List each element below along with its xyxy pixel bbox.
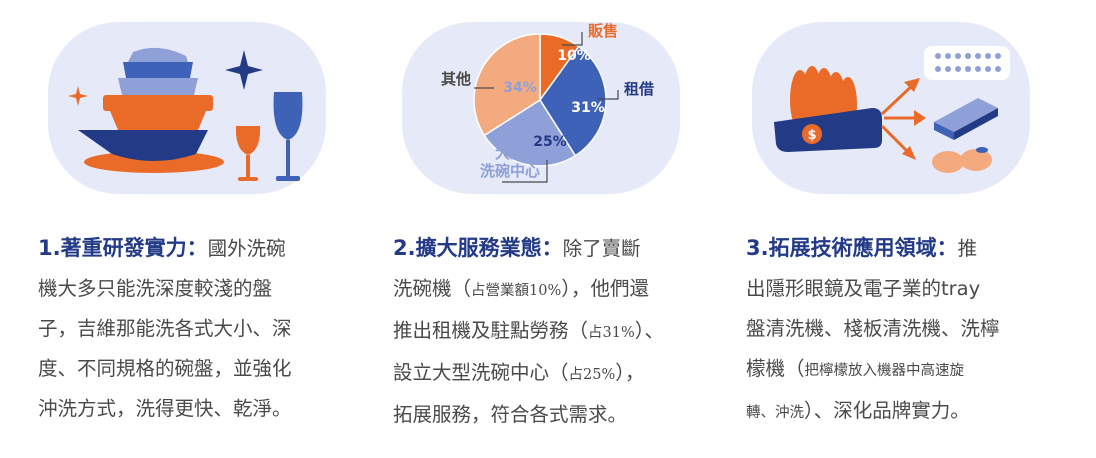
note-text: 占25% [568,367,616,383]
dishes-illustration [48,22,326,194]
body-text: 沖洗方式，洗得更快、乾淨。 [38,397,292,420]
note-text: 占營業額10% [471,283,562,299]
body-text: 洗碗機（ [393,277,472,300]
pie-slice-rent [539,45,607,157]
pie-name-label-center: 大型 [495,144,525,162]
pie-slice-center [483,98,577,167]
section-rd-strength: 1.著重研發實力：國外洗碗 機大多只能洗深度較淺的盤 子，吉維那能洗各式大小、深… [38,228,348,429]
body-text: 拓展服務，符合各式需求。 [393,403,628,426]
applications-illustration: $ [752,22,1030,194]
wine-glass-icon [235,92,303,181]
svg-text:$: $ [807,128,816,143]
dish-rack-icon: $ [774,66,882,152]
section-tech-application: 3.拓展技術應用領域：推 出隱形眼鏡及電子業的tray 盤清洗機、棧板清洗機、洗… [746,228,1056,433]
lemon-icon [932,147,992,173]
note-text: 轉、沖洗 [746,405,804,421]
pie-value-label-rent: 31% [571,100,605,116]
body-text: 子，吉維那能洗各式大小、深 [38,317,292,340]
note-text: 占31% [588,325,635,341]
pie-name-label-center: 洗碗中心 [480,162,540,180]
section-heading: 3.拓展技術應用領域： [746,236,958,260]
body-text: 盤清洗機、棧板清洗機、洗檸 [746,317,1000,340]
body-text: 設立大型洗碗中心（ [393,361,569,384]
body-text: ），他們還 [561,277,650,300]
pie-slice-other [473,33,541,137]
pie-name-label-sale: 販售 [588,22,618,40]
metal-plate-icon [934,98,998,140]
body-text: 推 [957,237,978,260]
arrow-icon [880,78,926,160]
pie-name-label-rent: 租借 [624,80,654,98]
section-heading: 1.著重研發實力： [38,236,208,260]
leader-line-center [502,160,548,183]
pie-value-label-center: 25% [533,134,567,150]
body-text: 檬機（ [746,357,805,380]
body-text: 推出租機及駐點勞務（ [393,319,589,342]
pie-name-label-other: 其他 [441,70,471,88]
dish-stack-icon [78,47,224,173]
body-text: ）， [615,361,645,384]
section-heading: 2.擴大服務業態： [393,236,563,260]
pie-value-label-other: 34% [503,80,537,96]
section-service-expansion: 2.擴大服務業態：除了賣斷 洗碗機（占營業額10%），他們還 推出租機及駐點勞務… [393,228,703,435]
body-text: 出隱形眼鏡及電子業的tray [746,277,981,300]
pie-value-label-sale: 10% [557,48,591,64]
body-text: 除了賣斷 [562,237,641,260]
sparkle-icon [225,50,263,90]
sparkle-icon-small [68,86,88,106]
contact-lens-tray-icon [924,46,1010,80]
body-text: ）、深化品牌實力。 [804,399,970,422]
revenue-pie-chart: 10% 31% 25% 34% 販售租借大型 洗碗中心 其他 [402,22,680,194]
body-text: 度、不同規格的碗盤，並強化 [38,357,292,380]
body-text: ）、 [634,319,665,342]
body-text: 機大多只能洗深度較淺的盤 [38,277,273,300]
leader-line-sale [562,32,583,46]
body-text: 國外洗碗 [207,237,286,260]
leader-line-rent [598,90,619,100]
note-text: 把檸檬放入機器中高速旋 [804,363,965,379]
